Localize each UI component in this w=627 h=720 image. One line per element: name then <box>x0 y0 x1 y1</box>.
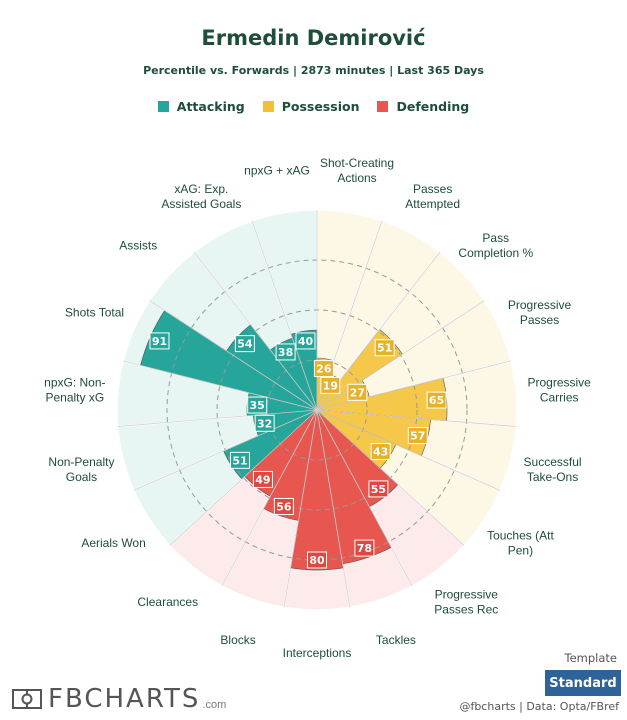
legend-label-defending: Defending <box>396 99 470 114</box>
category-label: Progressive Passes <box>508 298 572 327</box>
value-label-box <box>370 443 391 461</box>
value-label-box <box>247 396 268 414</box>
value-label-box <box>252 470 273 488</box>
category-label: Pass Completion % <box>458 231 533 260</box>
category-label: Blocks <box>220 633 255 647</box>
value-label: 56 <box>276 500 292 513</box>
value-label: 65 <box>429 394 444 407</box>
chart-title: Ermedin Demirović <box>201 26 426 50</box>
legend-swatch-defending <box>377 101 389 112</box>
category-label: Aerials Won <box>81 536 145 550</box>
value-label: 51 <box>232 454 247 467</box>
legend-item-defending: Defending <box>377 99 469 114</box>
grid-spoke <box>251 220 318 411</box>
value-label-box <box>275 343 296 361</box>
value-label: 49 <box>255 473 270 486</box>
value-label: 40 <box>298 335 314 348</box>
value-label: 26 <box>316 363 332 376</box>
category-label: xAG: Exp. Assisted Goals <box>161 182 241 211</box>
value-label: 91 <box>152 335 167 348</box>
value-label-box <box>149 332 170 350</box>
value-label-box <box>368 480 389 498</box>
logo-suffix: .com <box>202 699 227 711</box>
grid-spoke <box>316 300 485 411</box>
legend: Attacking Possession Defending <box>0 99 627 114</box>
category-label: Touches (Att Pen) <box>487 528 554 557</box>
value-label-box <box>273 497 294 515</box>
grid-spoke <box>221 409 318 587</box>
value-label-box <box>307 551 327 569</box>
legend-label-attacking: Attacking <box>176 99 245 114</box>
value-label: 54 <box>237 338 253 351</box>
value-label-box <box>313 360 334 378</box>
category-label: Progressive Passes Rec <box>434 587 498 616</box>
category-label: Clearances <box>137 595 198 609</box>
chart-subtitle: Percentile vs. Forwards | 2873 minutes |… <box>143 64 484 77</box>
value-label: 32 <box>257 417 272 430</box>
category-label: Interceptions <box>283 646 352 660</box>
category-label: Non-Penalty Goals <box>48 455 114 484</box>
value-label-box <box>295 332 316 350</box>
grid-spoke <box>316 360 511 411</box>
pitch-icon <box>12 689 42 709</box>
value-label: 38 <box>278 346 293 359</box>
value-label-box <box>234 335 255 353</box>
template-standard-button[interactable]: Standard <box>545 670 621 696</box>
value-label: 35 <box>250 399 265 412</box>
value-label-box <box>426 391 447 409</box>
data-credit: @fbcharts | Data: Opta/FBref <box>459 700 619 713</box>
template-label: Template <box>564 651 617 665</box>
category-label: Passes Attempted <box>405 182 460 211</box>
legend-item-possession: Possession <box>262 99 360 114</box>
grid-spoke <box>193 251 318 411</box>
value-label-box <box>254 414 275 432</box>
grid-spoke <box>117 409 318 427</box>
legend-label-possession: Possession <box>281 99 360 114</box>
logo-text: FBCHARTS <box>48 684 201 714</box>
legend-swatch-possession <box>262 101 274 112</box>
grid-spoke <box>133 409 318 491</box>
grid-spoke <box>316 409 501 491</box>
value-label: 51 <box>377 342 392 355</box>
grid-spoke <box>316 409 465 546</box>
category-label: Tackles <box>376 633 416 647</box>
category-label: Assists <box>119 238 157 252</box>
grid-spoke <box>149 300 318 411</box>
category-label: Progressive Carries <box>527 375 591 404</box>
legend-item-attacking: Attacking <box>157 99 245 114</box>
grid-spoke <box>283 409 318 608</box>
category-label: Successful Take-Ons <box>524 455 582 484</box>
fbcharts-logo: FBCHARTS .com <box>12 684 226 714</box>
value-label: 57 <box>410 430 425 443</box>
value-label-box <box>347 383 368 401</box>
value-label-box <box>229 451 250 469</box>
category-label: Shot-Creating Actions <box>320 156 394 185</box>
value-label: 27 <box>350 386 365 399</box>
value-label: 19 <box>323 379 338 392</box>
value-label: 55 <box>371 483 386 496</box>
category-label: Shots Total <box>65 305 124 319</box>
grid-spoke <box>123 360 318 411</box>
value-label: 78 <box>357 542 372 555</box>
category-label: npxG + xAG <box>244 163 310 177</box>
value-label-box <box>374 339 395 357</box>
grid-spoke <box>169 409 318 546</box>
legend-swatch-attacking <box>157 101 169 112</box>
value-label-box <box>320 376 341 394</box>
category-label: npxG: Non-Penalty xG <box>44 375 105 404</box>
value-label-box <box>354 539 375 557</box>
value-label: 80 <box>309 554 325 567</box>
grid-spoke <box>316 409 413 587</box>
value-label: 43 <box>373 446 388 459</box>
value-label-box <box>407 427 428 445</box>
grid-spoke <box>316 409 351 608</box>
grid-spoke <box>316 409 517 427</box>
